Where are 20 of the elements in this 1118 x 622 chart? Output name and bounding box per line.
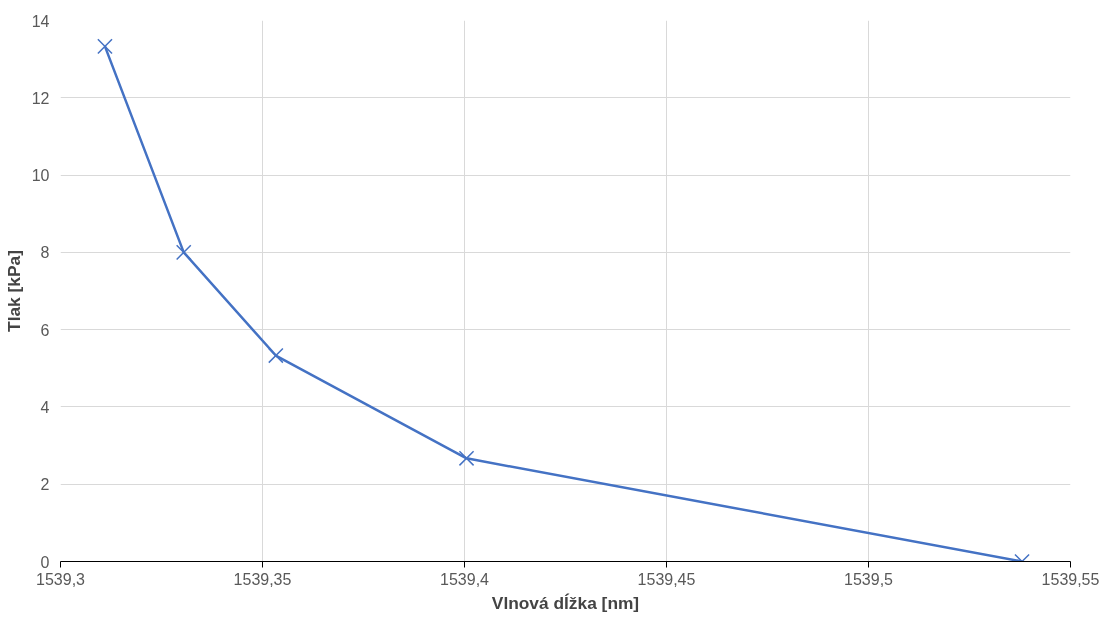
x-axis-title: Vlnová dĺžka [nm] (491, 592, 640, 613)
y-tick-label: 4 (40, 398, 50, 416)
y-tick-label: 6 (40, 321, 50, 339)
y-tick-label: 14 (31, 12, 50, 30)
point (268, 347, 284, 364)
x-tick-label: 1539,5 (844, 570, 894, 588)
x-tick-label: 1539,4 (440, 570, 490, 588)
x-tick-label: 1539,55 (1041, 570, 1100, 588)
y-tick-label: 2 (40, 476, 50, 494)
point (97, 38, 113, 55)
y-tick-label: 0 (40, 553, 50, 571)
x-tick-label: 1539,45 (637, 570, 696, 588)
y-tick-label: 8 (40, 244, 50, 262)
y-tick-label: 10 (31, 167, 50, 185)
x-tick-label: 1539,3 (36, 570, 86, 588)
y-tick-label: 12 (31, 89, 50, 107)
point (175, 244, 192, 261)
point (458, 450, 475, 467)
x-tick-label: 1539,35 (233, 570, 292, 588)
y-axis-title: Tlak [kPa] (3, 250, 24, 332)
